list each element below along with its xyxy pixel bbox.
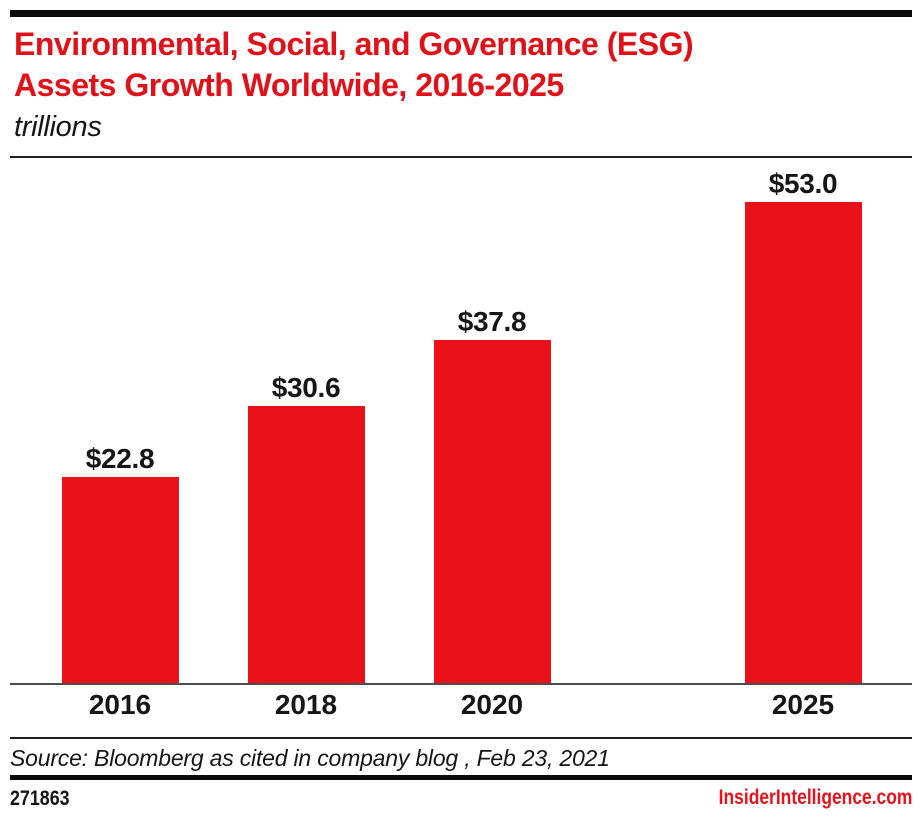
chart-title: Environmental, Social, and Governance (E…: [14, 24, 694, 106]
bar-value-label-2018: $30.6: [271, 372, 341, 403]
x-axis-label-2025: 2025: [771, 689, 835, 720]
divider-top: [10, 156, 912, 158]
bar-value-label-2025: $53.0: [768, 168, 838, 199]
bar-2025: [744, 202, 862, 684]
x-axis-label-2020: 2020: [460, 689, 524, 720]
footer-divider-bar: [10, 775, 912, 780]
bar-2016: [61, 477, 179, 684]
x-axis-label-2018: 2018: [274, 689, 338, 720]
chart-units-label: trillions: [14, 111, 102, 143]
bar-value-label-2016: $22.8: [85, 443, 155, 474]
bar-2018: [247, 406, 365, 684]
chart-title-line1: Environmental, Social, and Governance (E…: [14, 26, 694, 62]
brand-wordmark: InsiderIntelligence.com: [718, 786, 912, 809]
top-accent-bar: [10, 10, 912, 17]
source-note: Source: Bloomberg as cited in company bl…: [10, 745, 610, 771]
x-axis-line: [10, 683, 912, 685]
chart-id: 271863: [10, 787, 70, 810]
chart-title-line2: Assets Growth Worldwide, 2016-2025: [14, 67, 564, 103]
divider-above-source: [10, 737, 912, 739]
bar-2020: [433, 340, 551, 684]
x-axis-label-2016: 2016: [88, 689, 152, 720]
bar-value-label-2020: $37.8: [457, 306, 527, 337]
